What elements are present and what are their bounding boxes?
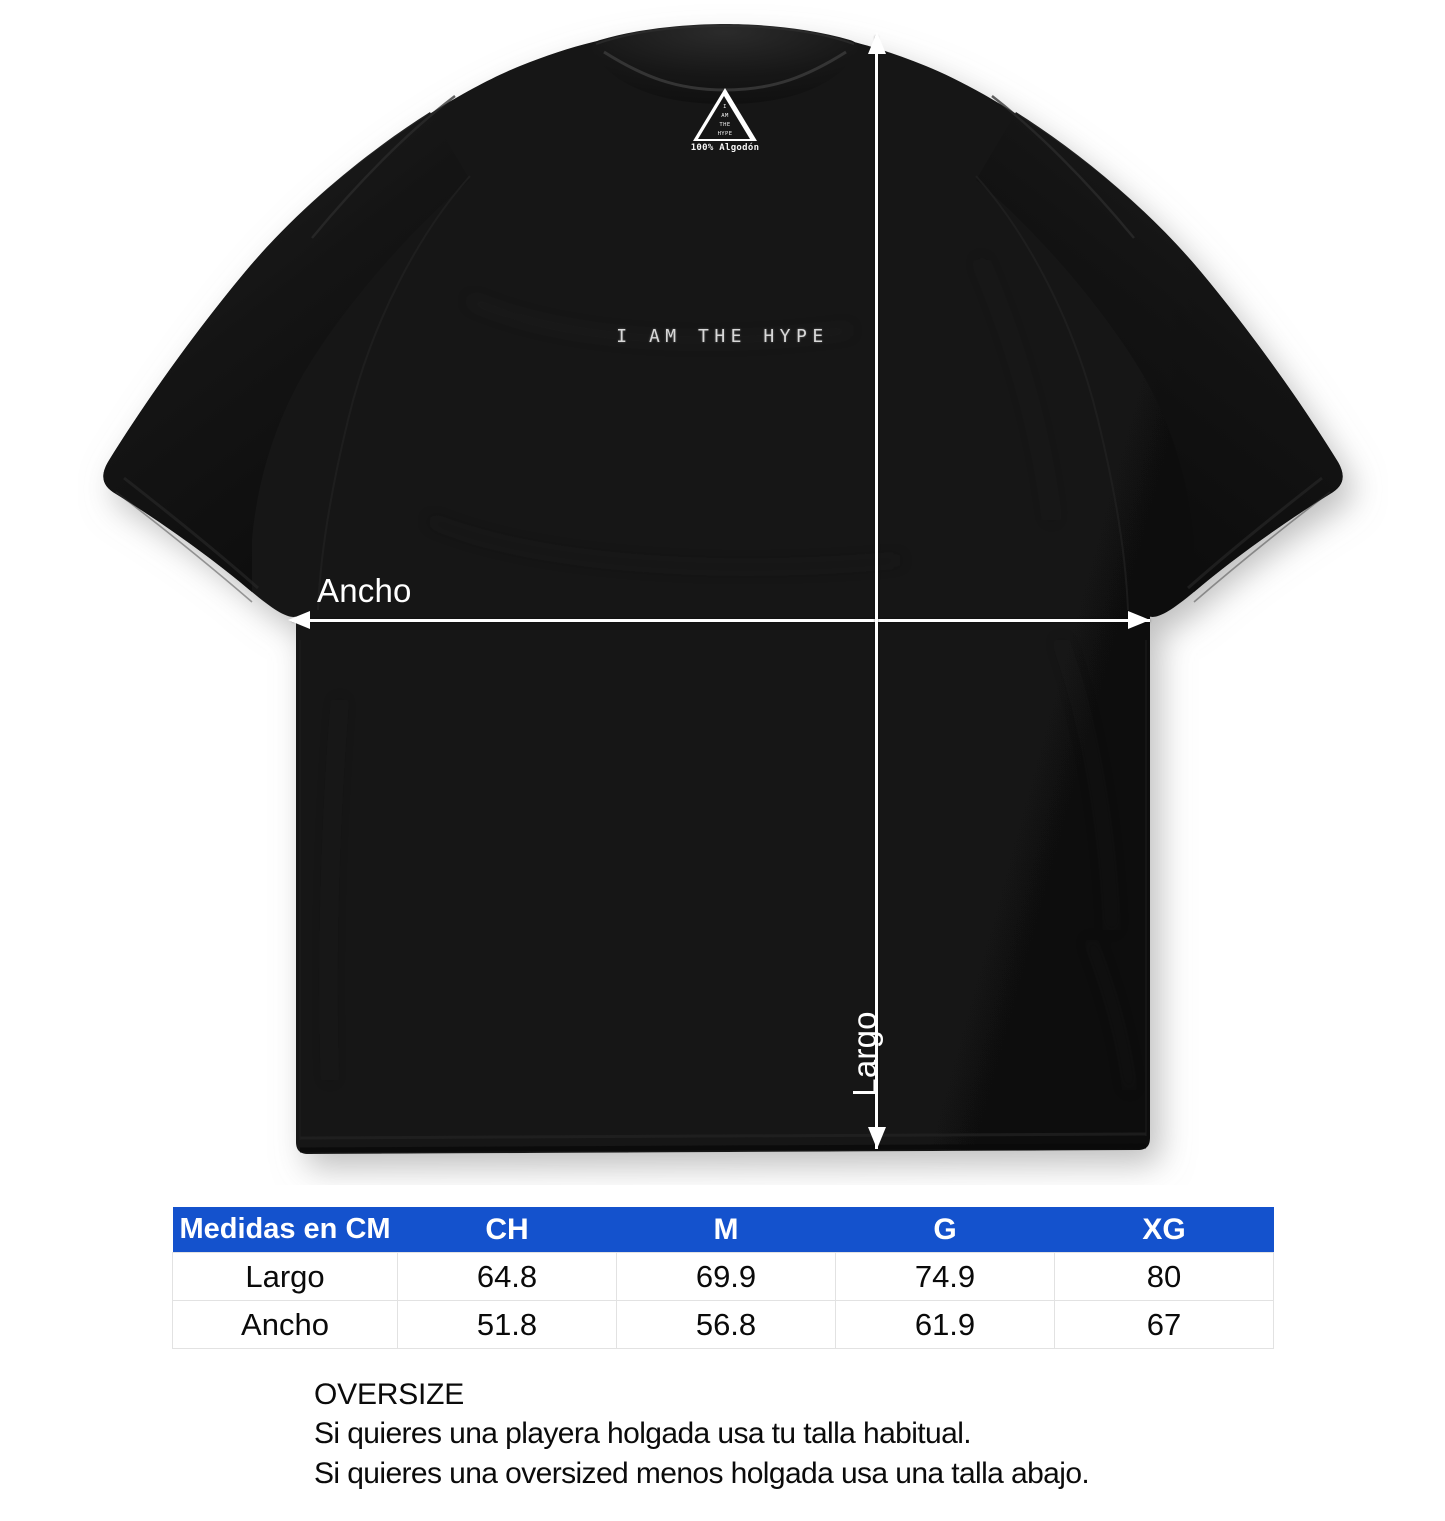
table-row: Largo 64.8 69.9 74.9 80 (172, 1252, 1274, 1301)
arrow-right-icon (1128, 611, 1150, 629)
arrow-left-icon (288, 611, 310, 629)
row-label-largo: Largo (172, 1252, 398, 1301)
neck-tag-line-2: AM (721, 113, 729, 119)
cell-largo-m: 69.9 (616, 1252, 836, 1301)
neck-tag-brand-lines: I AM THE HYPE (693, 103, 757, 139)
row-label-ancho: Ancho (172, 1300, 398, 1349)
arrow-down-icon (868, 1127, 886, 1149)
neck-tag-line-1: I (723, 104, 727, 110)
ancho-label: Ancho (317, 572, 412, 609)
triangle-logo-inner (698, 96, 750, 139)
cell-ancho-m: 56.8 (616, 1300, 836, 1349)
fit-note-line-1: Si quieres una playera holgada usa tu ta… (314, 1417, 972, 1450)
fit-note: OVERSIZE Si quieres una playera holgada … (314, 1376, 1314, 1494)
column-header-measures: Medidas en CM (172, 1207, 398, 1253)
table-header-row: Medidas en CM CH M G XG (172, 1207, 1274, 1253)
chest-print-text: I AM THE HYPE (616, 326, 829, 347)
column-header-ch: CH (397, 1207, 617, 1253)
largo-label: Largo (846, 1011, 883, 1097)
neck-tag-line-3: THE (719, 122, 731, 128)
cell-ancho-g: 61.9 (835, 1300, 1055, 1349)
fit-note-line-2: Si quieres una oversized menos holgada u… (314, 1457, 1090, 1490)
size-table: Medidas en CM CH M G XG Largo 64.8 69.9 … (172, 1207, 1274, 1349)
largo-measure-line (875, 36, 878, 1149)
cell-ancho-ch: 51.8 (397, 1300, 617, 1349)
column-header-g: G (835, 1207, 1055, 1253)
fit-note-title: OVERSIZE (314, 1378, 465, 1411)
cell-largo-ch: 64.8 (397, 1252, 617, 1301)
tshirt-illustration (103, 24, 1343, 1154)
cell-largo-xg: 80 (1054, 1252, 1274, 1301)
ancho-measure-line (292, 619, 1150, 622)
neck-tag-line-4: HYPE (717, 131, 733, 137)
neck-tag: I AM THE HYPE 100% Algodón (671, 88, 779, 162)
cell-ancho-xg: 67 (1054, 1300, 1274, 1349)
table-row: Ancho 51.8 56.8 61.9 67 (172, 1300, 1274, 1349)
column-header-m: M (616, 1207, 836, 1253)
neck-tag-material: 100% Algodón (690, 143, 760, 153)
arrow-up-icon (868, 32, 886, 54)
cell-largo-g: 74.9 (835, 1252, 1055, 1301)
column-header-xg: XG (1054, 1207, 1274, 1253)
product-photo: I AM THE HYPE 100% Algodón I AM THE HYPE… (103, 24, 1343, 1154)
